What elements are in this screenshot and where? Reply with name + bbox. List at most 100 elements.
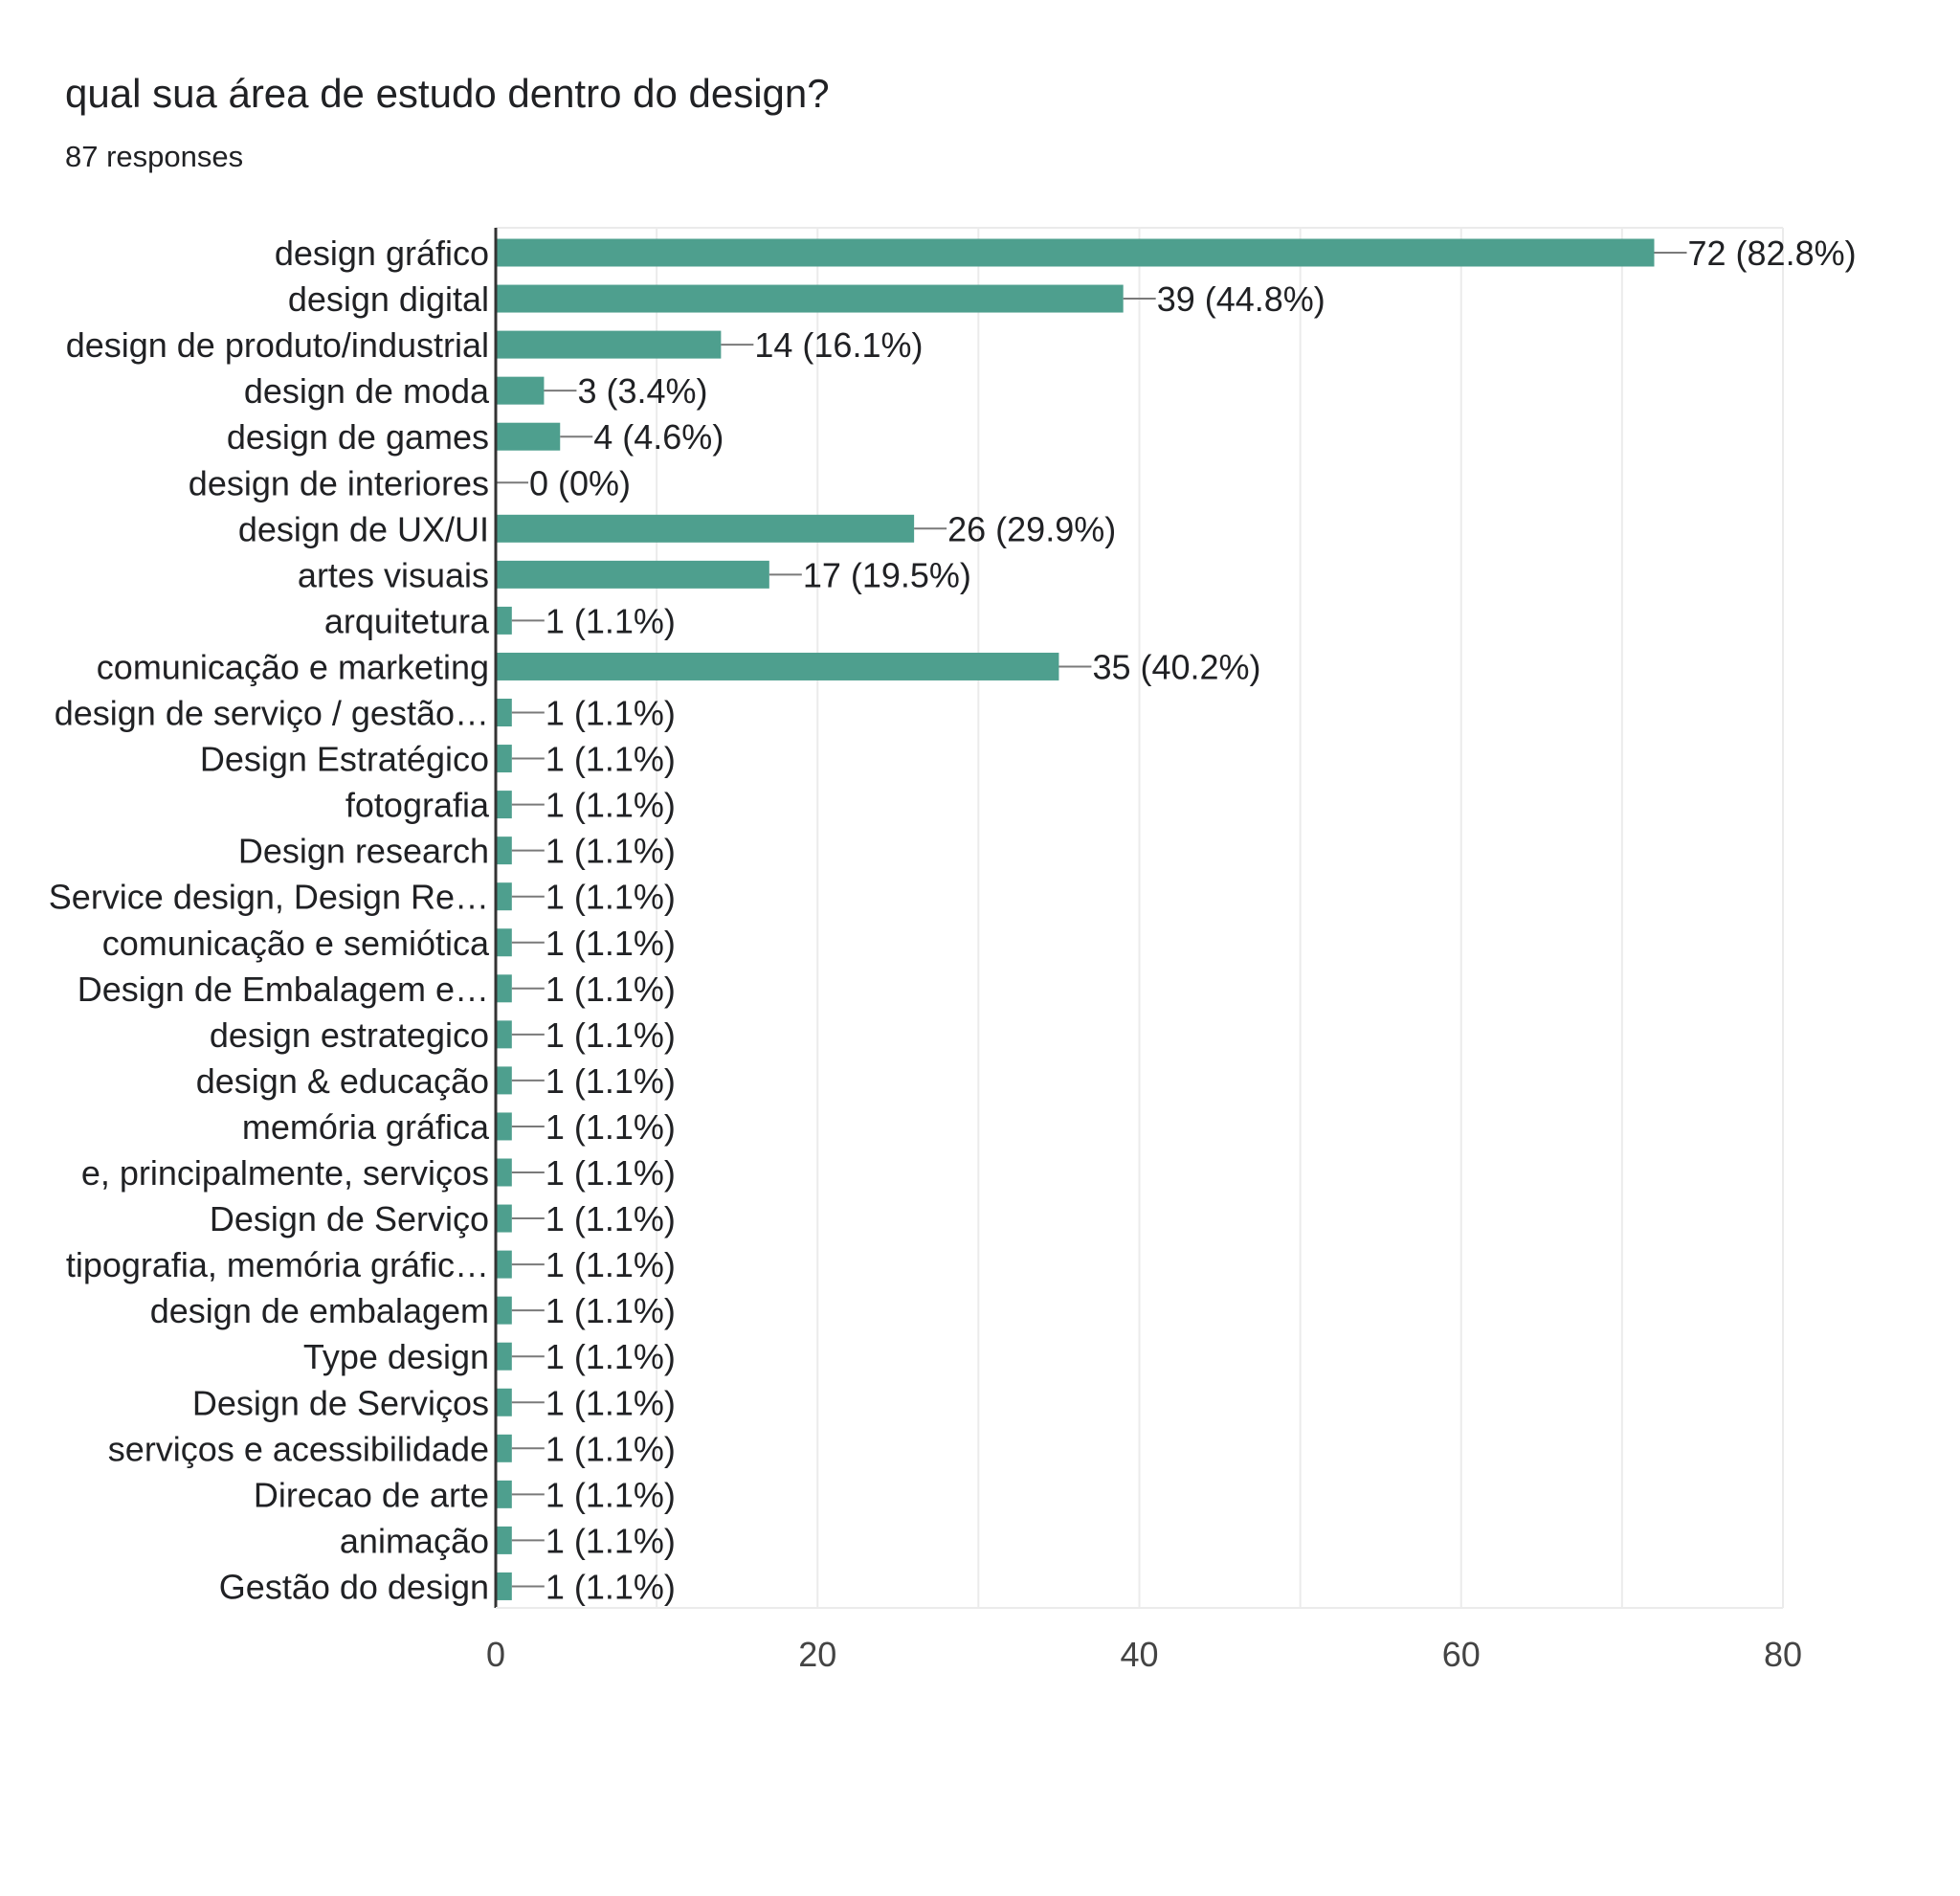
data-label: 35 (40.2%)	[1092, 647, 1260, 686]
bar	[496, 330, 722, 359]
category-label: design de games	[227, 417, 489, 457]
category-labels: design gráfico design digital design de pr…	[49, 234, 490, 1606]
category-label: design & educação	[196, 1061, 489, 1101]
category-label: tipografia, memória gráfic…	[66, 1245, 489, 1284]
bar	[496, 928, 512, 957]
data-label: 1 (1.1%)	[546, 1337, 676, 1376]
data-label: 17 (19.5%)	[803, 555, 971, 594]
data-label: 1 (1.1%)	[546, 878, 676, 917]
category-label: design de moda	[244, 371, 490, 411]
data-label: 0 (0%)	[529, 463, 631, 502]
bar	[496, 791, 512, 819]
data-label: 14 (16.1%)	[754, 325, 923, 365]
data-label: 1 (1.1%)	[546, 1383, 676, 1422]
data-label: 3 (3.4%)	[577, 371, 707, 411]
bar	[496, 1572, 512, 1600]
data-label: 26 (29.9%)	[947, 509, 1116, 548]
data-label: 1 (1.1%)	[546, 1153, 676, 1193]
category-label: Type design	[303, 1337, 489, 1376]
data-label: 1 (1.1%)	[546, 1107, 676, 1147]
bar	[496, 1250, 512, 1279]
data-label: 1 (1.1%)	[546, 601, 676, 640]
category-label: design de produto/industrial	[66, 325, 489, 365]
data-label: 1 (1.1%)	[546, 1429, 676, 1468]
category-label: design de serviço / gestão…	[55, 694, 489, 733]
data-label: 1 (1.1%)	[546, 924, 676, 963]
bar	[496, 1066, 512, 1095]
response-count: 87 responses	[65, 140, 244, 173]
data-label: 1 (1.1%)	[546, 970, 676, 1009]
bar	[496, 606, 512, 635]
bar	[496, 1526, 512, 1554]
category-label: Design Estratégico	[200, 740, 489, 779]
category-label: design de UX/UI	[238, 509, 489, 548]
data-label: 1 (1.1%)	[546, 1245, 676, 1284]
data-label: 4 (4.6%)	[593, 417, 724, 457]
bar	[496, 1296, 512, 1325]
category-label: design estrategico	[210, 1015, 489, 1055]
bar	[496, 699, 512, 726]
bar	[496, 652, 1059, 680]
bar	[496, 882, 512, 911]
category-label: arquitetura	[324, 601, 490, 640]
x-tick-label: 0	[486, 1635, 505, 1674]
bar	[496, 1204, 512, 1233]
category-label: Gestão do design	[219, 1567, 489, 1606]
x-tick-label: 40	[1120, 1635, 1158, 1674]
axes: 0 20 40 60 80	[486, 228, 1802, 1674]
bar	[496, 238, 1655, 267]
category-label: Design research	[238, 832, 489, 871]
data-label: 1 (1.1%)	[546, 1521, 676, 1560]
category-label: Design de Serviços	[192, 1383, 489, 1422]
bar	[496, 284, 1124, 313]
chart-title: qual sua área de estudo dentro do design…	[65, 71, 830, 116]
bar	[496, 514, 915, 543]
data-label: 1 (1.1%)	[546, 832, 676, 871]
category-label: artes visuais	[298, 555, 489, 594]
data-label: 1 (1.1%)	[546, 1015, 676, 1055]
data-label: 1 (1.1%)	[546, 1199, 676, 1238]
bar	[496, 560, 769, 589]
bar	[496, 1158, 512, 1187]
category-label: Design de Embalagem e…	[78, 970, 489, 1009]
category-label: Design de Serviço	[210, 1199, 489, 1238]
category-label: e, principalmente, serviços	[81, 1153, 489, 1193]
category-label: Direcao de arte	[254, 1475, 489, 1514]
bar	[496, 1388, 512, 1416]
category-label: animação	[340, 1521, 489, 1560]
category-label: Service design, Design Re…	[49, 878, 489, 917]
gridlines	[496, 227, 1784, 1608]
category-label: memória gráfica	[242, 1107, 490, 1147]
data-labels: 72 (82.8%) 39 (44.8%) 14 (16.1%) 3 (3.4%) 4 …	[496, 234, 1857, 1606]
bar	[496, 1020, 512, 1049]
data-label: 1 (1.1%)	[546, 1061, 676, 1101]
category-label: design gráfico	[275, 234, 489, 273]
x-tick-label: 20	[798, 1635, 836, 1674]
bar	[496, 1342, 512, 1371]
category-label: comunicação e semiótica	[102, 924, 490, 963]
bar	[496, 422, 561, 451]
data-label: 1 (1.1%)	[546, 1567, 676, 1606]
category-label: design de embalagem	[150, 1291, 489, 1330]
category-label: design digital	[288, 279, 489, 319]
bar	[496, 1480, 512, 1508]
data-label: 1 (1.1%)	[546, 1291, 676, 1330]
data-label: 72 (82.8%)	[1688, 234, 1857, 273]
data-label: 1 (1.1%)	[546, 786, 676, 825]
x-tick-label: 60	[1442, 1635, 1481, 1674]
data-label: 39 (44.8%)	[1157, 279, 1325, 319]
bar	[496, 974, 512, 1003]
chart-header: qual sua área de estudo dentro do design…	[65, 65, 830, 176]
category-label: comunicação e marketing	[97, 647, 489, 686]
bar	[496, 376, 545, 405]
category-label: serviços e acessibilidade	[108, 1429, 489, 1468]
category-label: fotografia	[345, 786, 490, 825]
x-tick-label: 80	[1764, 1635, 1802, 1674]
bar	[496, 1434, 512, 1462]
bar	[496, 1112, 512, 1141]
bar	[496, 836, 512, 865]
bar	[496, 745, 512, 773]
data-label: 1 (1.1%)	[546, 694, 676, 733]
data-label: 1 (1.1%)	[546, 740, 676, 779]
